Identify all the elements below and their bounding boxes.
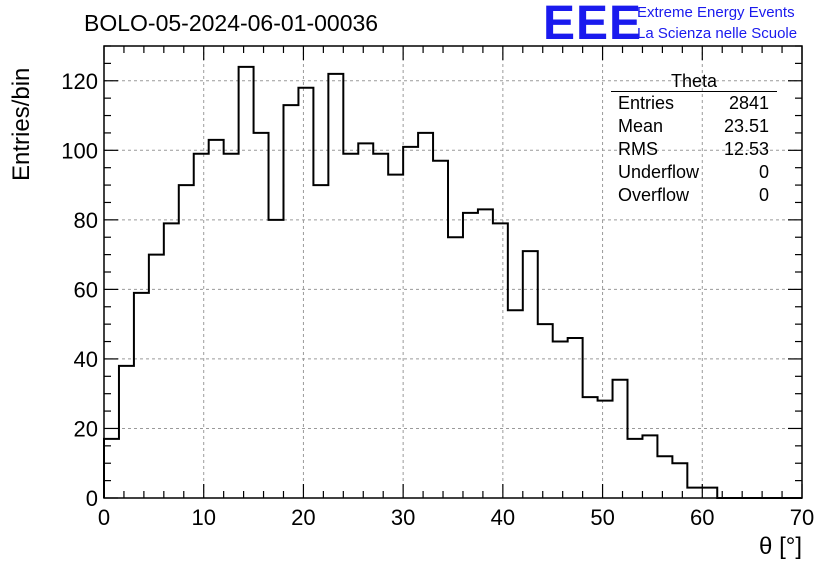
stat-label: Entries [618,93,675,113]
y-tick-label: 100 [61,138,98,163]
x-tick-label: 40 [491,505,515,530]
stat-row-overflow: Overflow 0 [611,184,777,207]
logo-line-1: Extreme Energy Events [637,4,795,21]
stat-value: 12.53 [723,139,769,159]
stats-title: Theta [611,72,777,92]
stat-label: RMS [618,139,658,159]
stats-box: Theta Entries 2841 Mean 23.51 RMS 12.53 … [611,72,777,207]
logo-line-2: La Scienza nelle Scuole [637,25,798,42]
stat-row-mean: Mean 23.51 [611,115,777,138]
eee-logo: EEE [543,0,643,50]
grid-lines [104,46,802,498]
x-tick-label: 70 [790,505,814,530]
stat-value: 0 [758,162,769,182]
plot-frame [103,45,803,499]
x-tick-label: 10 [191,505,215,530]
x-tick-labels: 0 10 20 30 40 50 60 70 [98,505,814,530]
y-tick-labels: 0 20 40 60 80 100 120 [61,69,98,511]
y-tick-label: 0 [86,486,98,511]
stat-value: 23.51 [723,116,769,136]
y-tick-label: 40 [74,347,98,372]
x-tick-label: 50 [590,505,614,530]
stat-label: Mean [618,116,664,136]
x-tick-label: 30 [391,505,415,530]
y-tick-label: 60 [74,277,98,302]
stat-row-entries: Entries 2841 [611,92,777,115]
stat-value: 2841 [728,93,769,113]
y-tick-label: 80 [74,208,98,233]
y-tick-label: 20 [74,416,98,441]
x-axis-label: θ [°] [759,533,802,560]
y-tick-label: 120 [61,69,98,94]
y-axis-label: Entries/bin [8,67,35,181]
stat-row-rms: RMS 12.53 [611,138,777,161]
stat-row-underflow: Underflow 0 [611,161,777,184]
chart-title: BOLO-05-2024-06-01-00036 [84,10,379,36]
stat-value: 0 [758,185,769,205]
x-tick-label: 60 [690,505,714,530]
stat-label: Underflow [618,162,700,182]
stat-label: Overflow [618,185,690,205]
x-tick-label: 20 [291,505,315,530]
histogram-series [103,65,802,499]
x-tick-label: 0 [98,505,110,530]
